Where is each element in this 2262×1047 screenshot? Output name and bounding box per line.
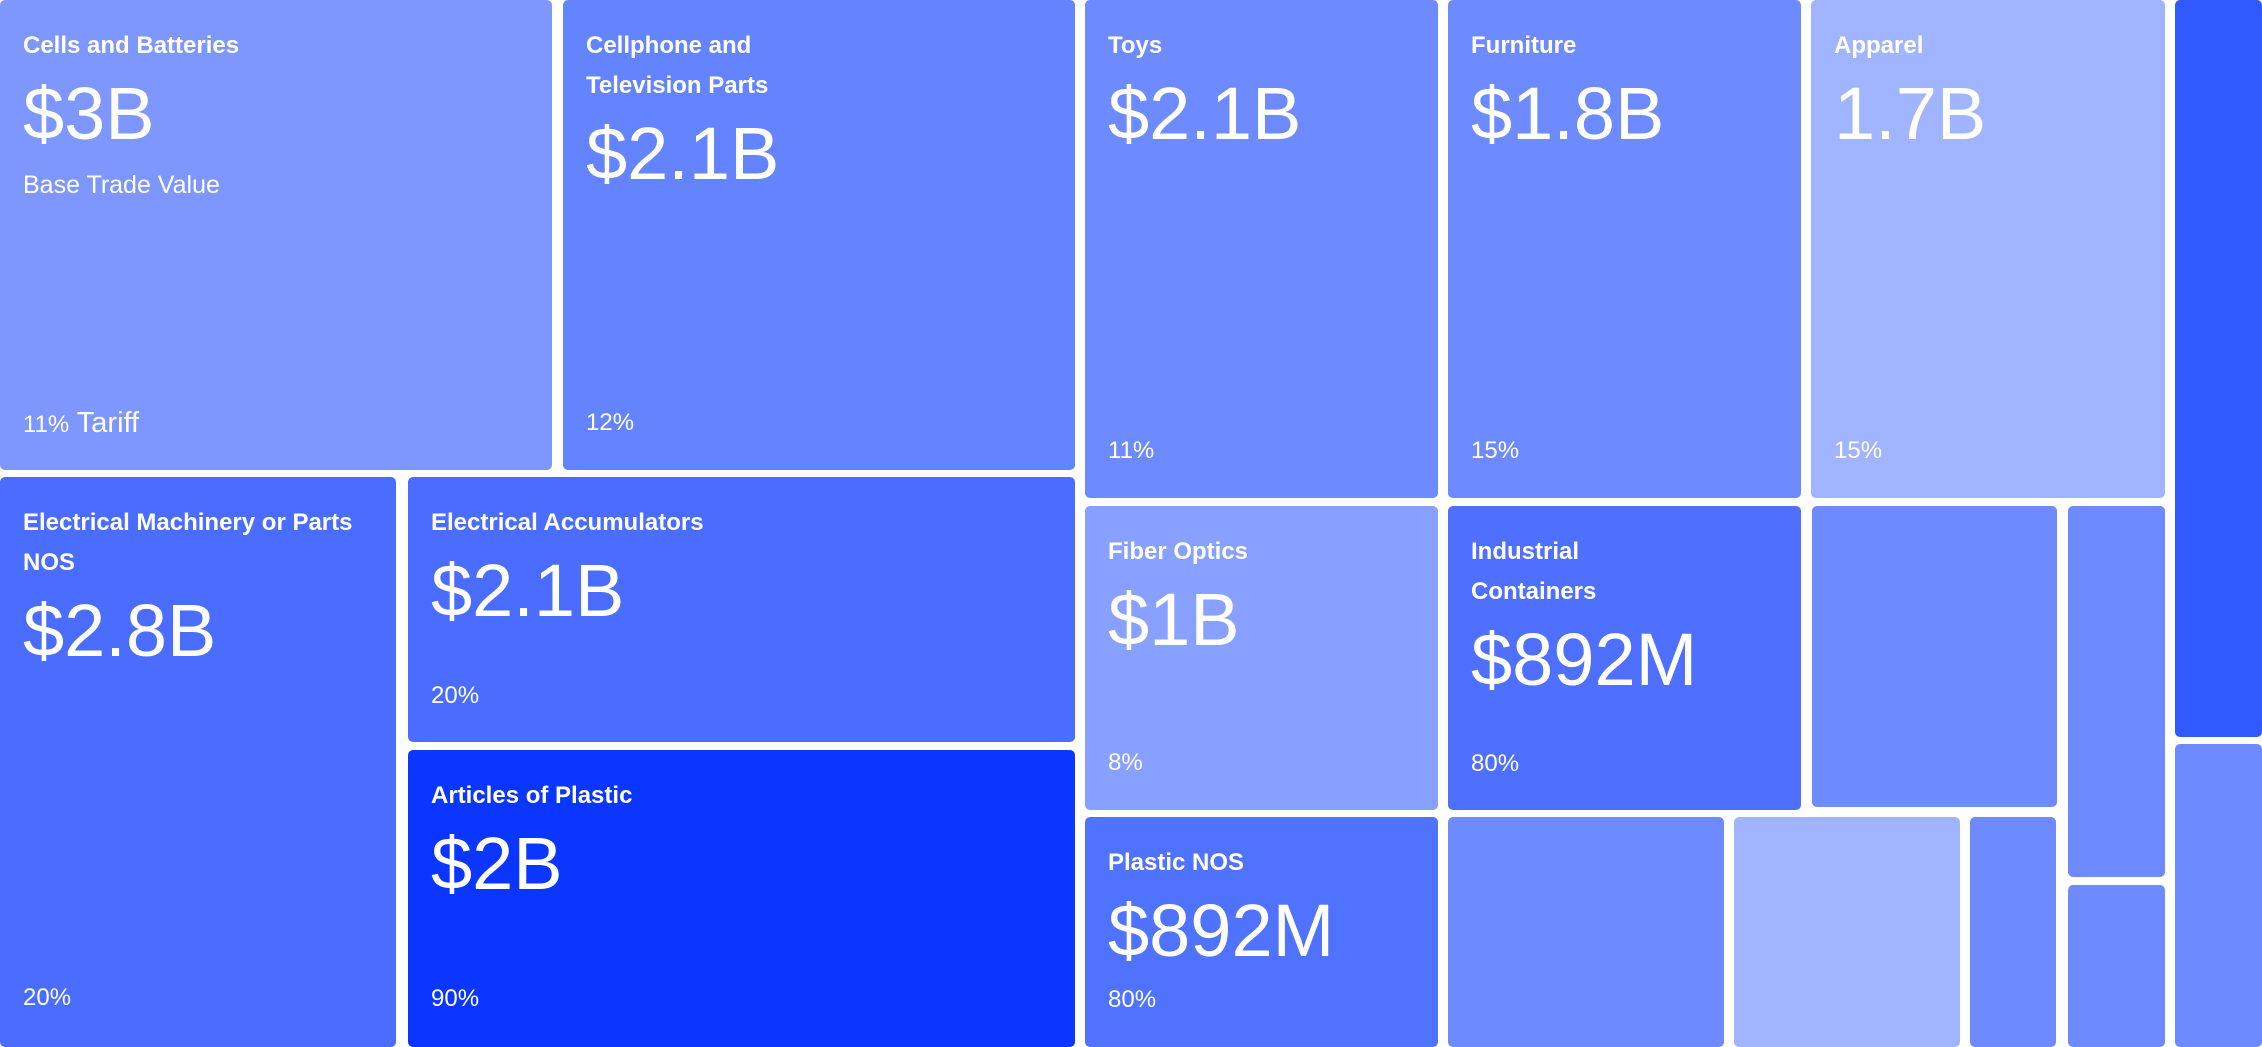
tile-name: Plastic NOS — [1108, 849, 1245, 876]
value-caption: Base Trade Value — [23, 171, 220, 199]
tile-name: Electrical Machinery or Parts NOS — [23, 509, 353, 576]
tile-tariff: 15% — [1834, 437, 1883, 464]
tile-unlabeled[interactable] — [1734, 817, 1960, 1047]
tile-plastic-nos[interactable]: Plastic NOS $892M 80% — [1085, 817, 1438, 1047]
tile-name: Cellphone and Television Parts — [586, 32, 769, 99]
tile-value: $2.1B — [1108, 72, 1302, 155]
tile-name: Articles of Plastic — [431, 782, 633, 809]
tile-tariff: 80% — [1471, 750, 1520, 777]
tile-tariff: 20% — [23, 984, 72, 1011]
tile-unlabeled[interactable] — [2068, 885, 2165, 1047]
tile-tariff: 15% — [1471, 437, 1520, 464]
tile-tariff: 80% — [1108, 986, 1157, 1013]
tile-value: $1.8B — [1471, 72, 1665, 155]
tile-unlabeled[interactable] — [2068, 506, 2165, 877]
tile-cellphone-and-television-parts[interactable]: Cellphone and Television Parts $2.1B 12% — [563, 0, 1075, 470]
tile-name: Industrial Containers — [1471, 538, 1597, 605]
tile-name: Apparel — [1834, 32, 1924, 59]
tile-tariff: 11% — [1108, 437, 1155, 464]
tile-unlabeled[interactable] — [1970, 817, 2056, 1047]
tile-unlabeled[interactable] — [2175, 0, 2262, 737]
rate-caption: Tariff — [69, 407, 140, 439]
tile-value: 1.7B — [1834, 72, 1987, 155]
tile-toys[interactable]: Toys $2.1B 11% — [1085, 0, 1438, 498]
tile-value: $3B — [23, 72, 155, 155]
tile-electrical-machinery-or-parts-nos[interactable]: Electrical Machinery or Parts NOS $2.8B 20… — [0, 477, 396, 1047]
tile-unlabeled[interactable] — [1448, 817, 1724, 1047]
tile-electrical-accumulators[interactable]: Electrical Accumulators $2.1B 20% — [408, 477, 1075, 742]
tile-furniture[interactable]: Furniture $1.8B 15% — [1448, 0, 1801, 498]
tile-value: $2.1B — [431, 549, 625, 632]
tile-articles-of-plastic[interactable]: Articles of Plastic $2B 90% — [408, 750, 1075, 1047]
tile-value: $892M — [1471, 618, 1698, 701]
tile-tariff: 12% — [586, 409, 635, 436]
tile-cells-and-batteries[interactable]: Cells and Batteries $3B Base Trade Value 11… — [0, 0, 552, 470]
tile-value: $2.1B — [586, 112, 780, 195]
tile-unlabeled[interactable] — [1812, 506, 2057, 807]
tile-name: Cells and Batteries — [23, 32, 240, 59]
tile-tariff: 90% — [431, 985, 480, 1012]
tile-tariff: 20% — [431, 682, 480, 709]
tile-value: $892M — [1108, 889, 1335, 972]
tile-name: Furniture — [1471, 32, 1577, 59]
tile-apparel[interactable]: Apparel 1.7B 15% — [1811, 0, 2165, 498]
tile-value: $2B — [431, 822, 563, 905]
tile-name: Toys — [1108, 32, 1163, 59]
tile-name: Fiber Optics — [1108, 538, 1249, 565]
tile-industrial-containers[interactable]: Industrial Containers $892M 80% — [1448, 506, 1801, 810]
tile-unlabeled[interactable] — [2175, 744, 2262, 1047]
tile-tariff: 11% Tariff — [23, 407, 140, 439]
tile-tariff: 8% — [1108, 749, 1143, 776]
tile-name: Electrical Accumulators — [431, 509, 704, 536]
tile-fiber-optics[interactable]: Fiber Optics $1B 8% — [1085, 506, 1438, 810]
tile-value: $2.8B — [23, 589, 217, 672]
tile-value: $1B — [1108, 578, 1240, 661]
